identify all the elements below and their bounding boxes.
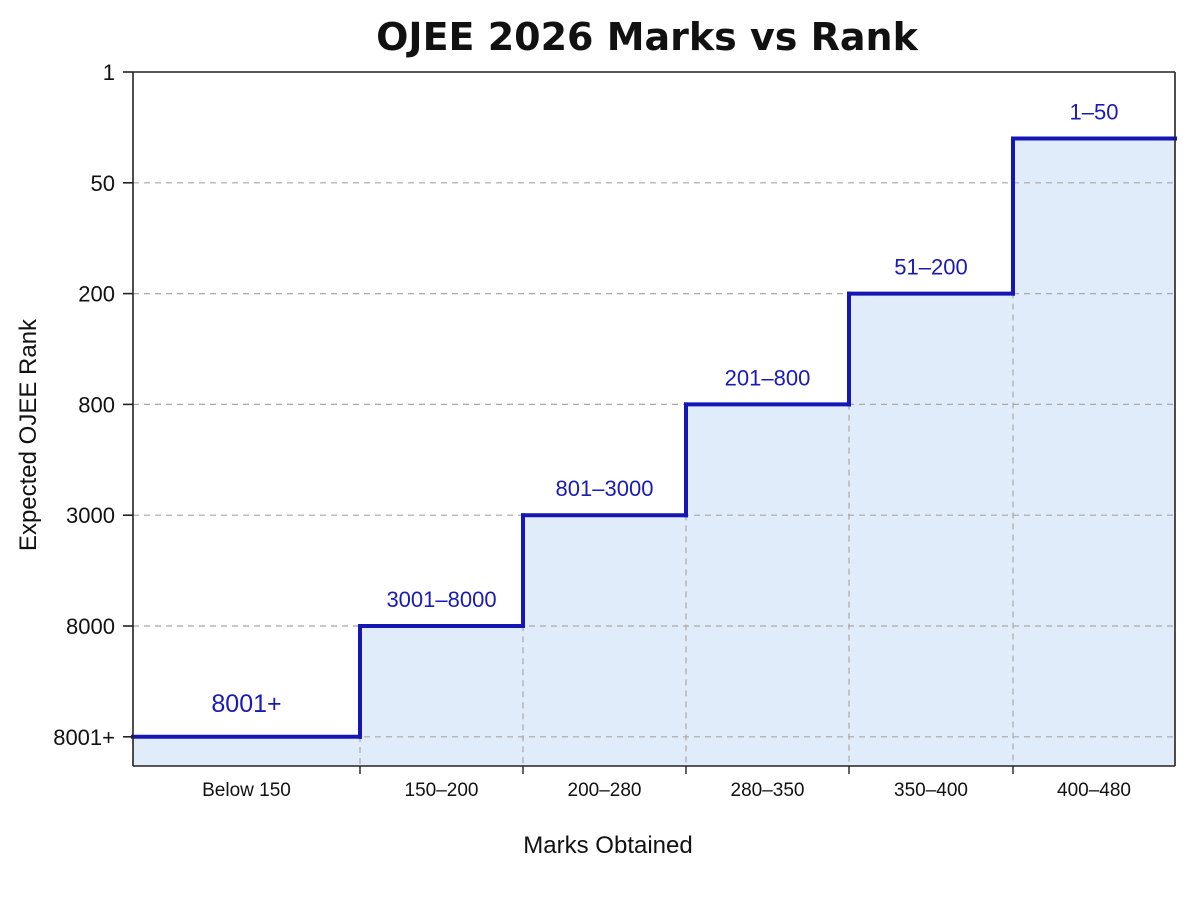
x-tick-label: 150–200 xyxy=(405,780,479,801)
x-axis-label: Marks Obtained xyxy=(523,832,692,859)
data-label: 8001+ xyxy=(211,690,281,718)
x-tick-label: 400–480 xyxy=(1057,780,1131,801)
data-label: 51–200 xyxy=(894,255,967,280)
y-tick-label: 8000 xyxy=(66,614,115,639)
data-label: 3001–8000 xyxy=(386,587,496,612)
axis-layer xyxy=(123,71,1176,774)
y-tick-label: 50 xyxy=(91,171,115,196)
label-layer: 1 50 200 800 3000 8000 8001+ Below 150 150–200 20… xyxy=(53,60,1131,801)
area-fill-layer xyxy=(133,138,1175,767)
step-line-layer xyxy=(131,136,1177,739)
y-tick-label: 1 xyxy=(103,60,115,85)
data-label: 201–800 xyxy=(725,365,811,390)
x-tick-label: 200–280 xyxy=(568,780,642,801)
data-label: 1–50 xyxy=(1070,99,1119,124)
y-tick-label: 200 xyxy=(78,282,115,307)
y-axis-label: Expected OJEE Rank xyxy=(15,318,42,551)
data-label: 801–3000 xyxy=(556,476,654,501)
y-tick-label: 3000 xyxy=(66,503,115,528)
y-tick-label: 800 xyxy=(78,392,115,417)
x-tick-label: 280–350 xyxy=(731,780,805,801)
y-tick-label: 8001+ xyxy=(53,725,115,750)
x-tick-label: Below 150 xyxy=(202,780,291,801)
area-fill xyxy=(133,138,1175,767)
x-tick-label: 350–400 xyxy=(894,780,968,801)
chart-title: OJEE 2026 Marks vs Rank xyxy=(376,15,918,59)
